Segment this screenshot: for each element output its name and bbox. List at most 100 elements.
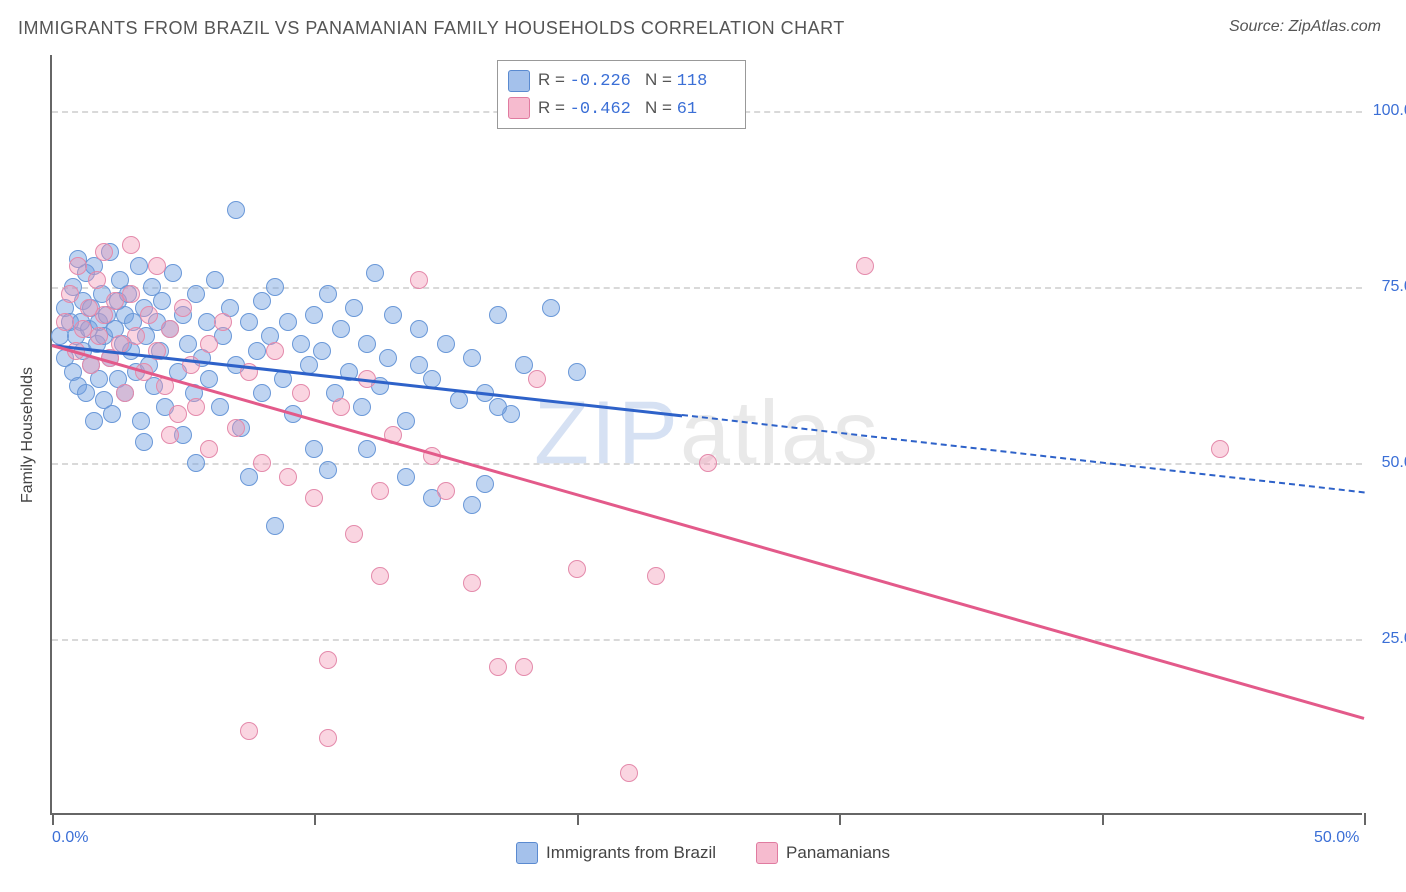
legend-label: Immigrants from Brazil	[546, 843, 716, 863]
data-point	[253, 292, 271, 310]
data-point	[148, 257, 166, 275]
trend-line	[52, 344, 1365, 720]
data-point	[187, 285, 205, 303]
data-point	[371, 482, 389, 500]
y-tick-label: 50.0%	[1382, 454, 1406, 472]
watermark-zip: ZIP	[534, 384, 680, 484]
data-point	[214, 313, 232, 331]
data-point	[88, 271, 106, 289]
data-point	[371, 567, 389, 585]
data-point	[69, 257, 87, 275]
data-point	[319, 729, 337, 747]
data-point	[206, 271, 224, 289]
legend-swatch-icon	[756, 842, 778, 864]
data-point	[90, 327, 108, 345]
data-point	[1211, 440, 1229, 458]
x-tick	[52, 813, 54, 825]
data-point	[169, 405, 187, 423]
data-point	[127, 327, 145, 345]
y-tick-label: 100.0%	[1373, 102, 1406, 120]
plot-area: ZIPatlas 25.0%50.0%75.0%100.0%0.0%50.0%R…	[50, 55, 1362, 815]
data-point	[174, 299, 192, 317]
data-point	[240, 468, 258, 486]
data-point	[253, 384, 271, 402]
data-point	[319, 461, 337, 479]
data-point	[153, 292, 171, 310]
data-point	[332, 398, 350, 416]
legend-stats-row: R = -0.226 N = 118	[508, 67, 735, 95]
x-tick	[839, 813, 841, 825]
chart-container: IMMIGRANTS FROM BRAZIL VS PANAMANIAN FAM…	[0, 0, 1406, 892]
data-point	[319, 651, 337, 669]
plot-surface: ZIPatlas 25.0%50.0%75.0%100.0%0.0%50.0%R…	[50, 55, 1362, 815]
chart-title: IMMIGRANTS FROM BRAZIL VS PANAMANIAN FAM…	[18, 18, 845, 39]
data-point	[358, 335, 376, 353]
legend-stats: R = -0.226 N = 118R = -0.462 N = 61	[497, 60, 746, 129]
data-point	[463, 349, 481, 367]
data-point	[397, 468, 415, 486]
data-point	[132, 412, 150, 430]
data-point	[279, 468, 297, 486]
data-point	[542, 299, 560, 317]
data-point	[200, 335, 218, 353]
data-point	[187, 398, 205, 416]
data-point	[164, 264, 182, 282]
gridline	[52, 639, 1362, 641]
data-point	[345, 299, 363, 317]
trend-line	[682, 414, 1364, 493]
data-point	[292, 384, 310, 402]
data-point	[358, 440, 376, 458]
data-point	[248, 342, 266, 360]
data-point	[450, 391, 468, 409]
legend-stats-text: R = -0.226 N = 118	[538, 67, 735, 95]
data-point	[313, 342, 331, 360]
data-point	[476, 475, 494, 493]
legend-bottom-item-0: Immigrants from Brazil	[516, 842, 716, 864]
data-point	[332, 320, 350, 338]
data-point	[568, 363, 586, 381]
y-axis-title: Family Households	[19, 367, 37, 503]
data-point	[515, 658, 533, 676]
data-point	[292, 335, 310, 353]
data-point	[240, 722, 258, 740]
data-point	[463, 496, 481, 514]
data-point	[489, 658, 507, 676]
data-point	[279, 313, 297, 331]
data-point	[130, 257, 148, 275]
data-point	[103, 405, 121, 423]
data-point	[305, 306, 323, 324]
data-point	[266, 278, 284, 296]
data-point	[227, 201, 245, 219]
data-point	[437, 335, 455, 353]
data-point	[568, 560, 586, 578]
gridline	[52, 287, 1362, 289]
data-point	[266, 342, 284, 360]
source-label: Source: ZipAtlas.com	[1229, 18, 1381, 36]
data-point	[253, 454, 271, 472]
data-point	[135, 433, 153, 451]
data-point	[345, 525, 363, 543]
data-point	[211, 398, 229, 416]
data-point	[61, 285, 79, 303]
y-tick-label: 25.0%	[1382, 630, 1406, 648]
legend-label: Panamanians	[786, 843, 890, 863]
data-point	[437, 482, 455, 500]
data-point	[856, 257, 874, 275]
data-point	[397, 412, 415, 430]
legend-swatch-icon	[516, 842, 538, 864]
y-tick-label: 75.0%	[1382, 278, 1406, 296]
data-point	[528, 370, 546, 388]
data-point	[489, 306, 507, 324]
x-tick	[577, 813, 579, 825]
data-point	[56, 313, 74, 331]
data-point	[305, 440, 323, 458]
data-point	[647, 567, 665, 585]
data-point	[227, 419, 245, 437]
data-point	[353, 398, 371, 416]
data-point	[410, 271, 428, 289]
data-point	[240, 313, 258, 331]
data-point	[161, 320, 179, 338]
legend-stats-row: R = -0.462 N = 61	[508, 95, 735, 123]
data-point	[77, 384, 95, 402]
data-point	[305, 489, 323, 507]
